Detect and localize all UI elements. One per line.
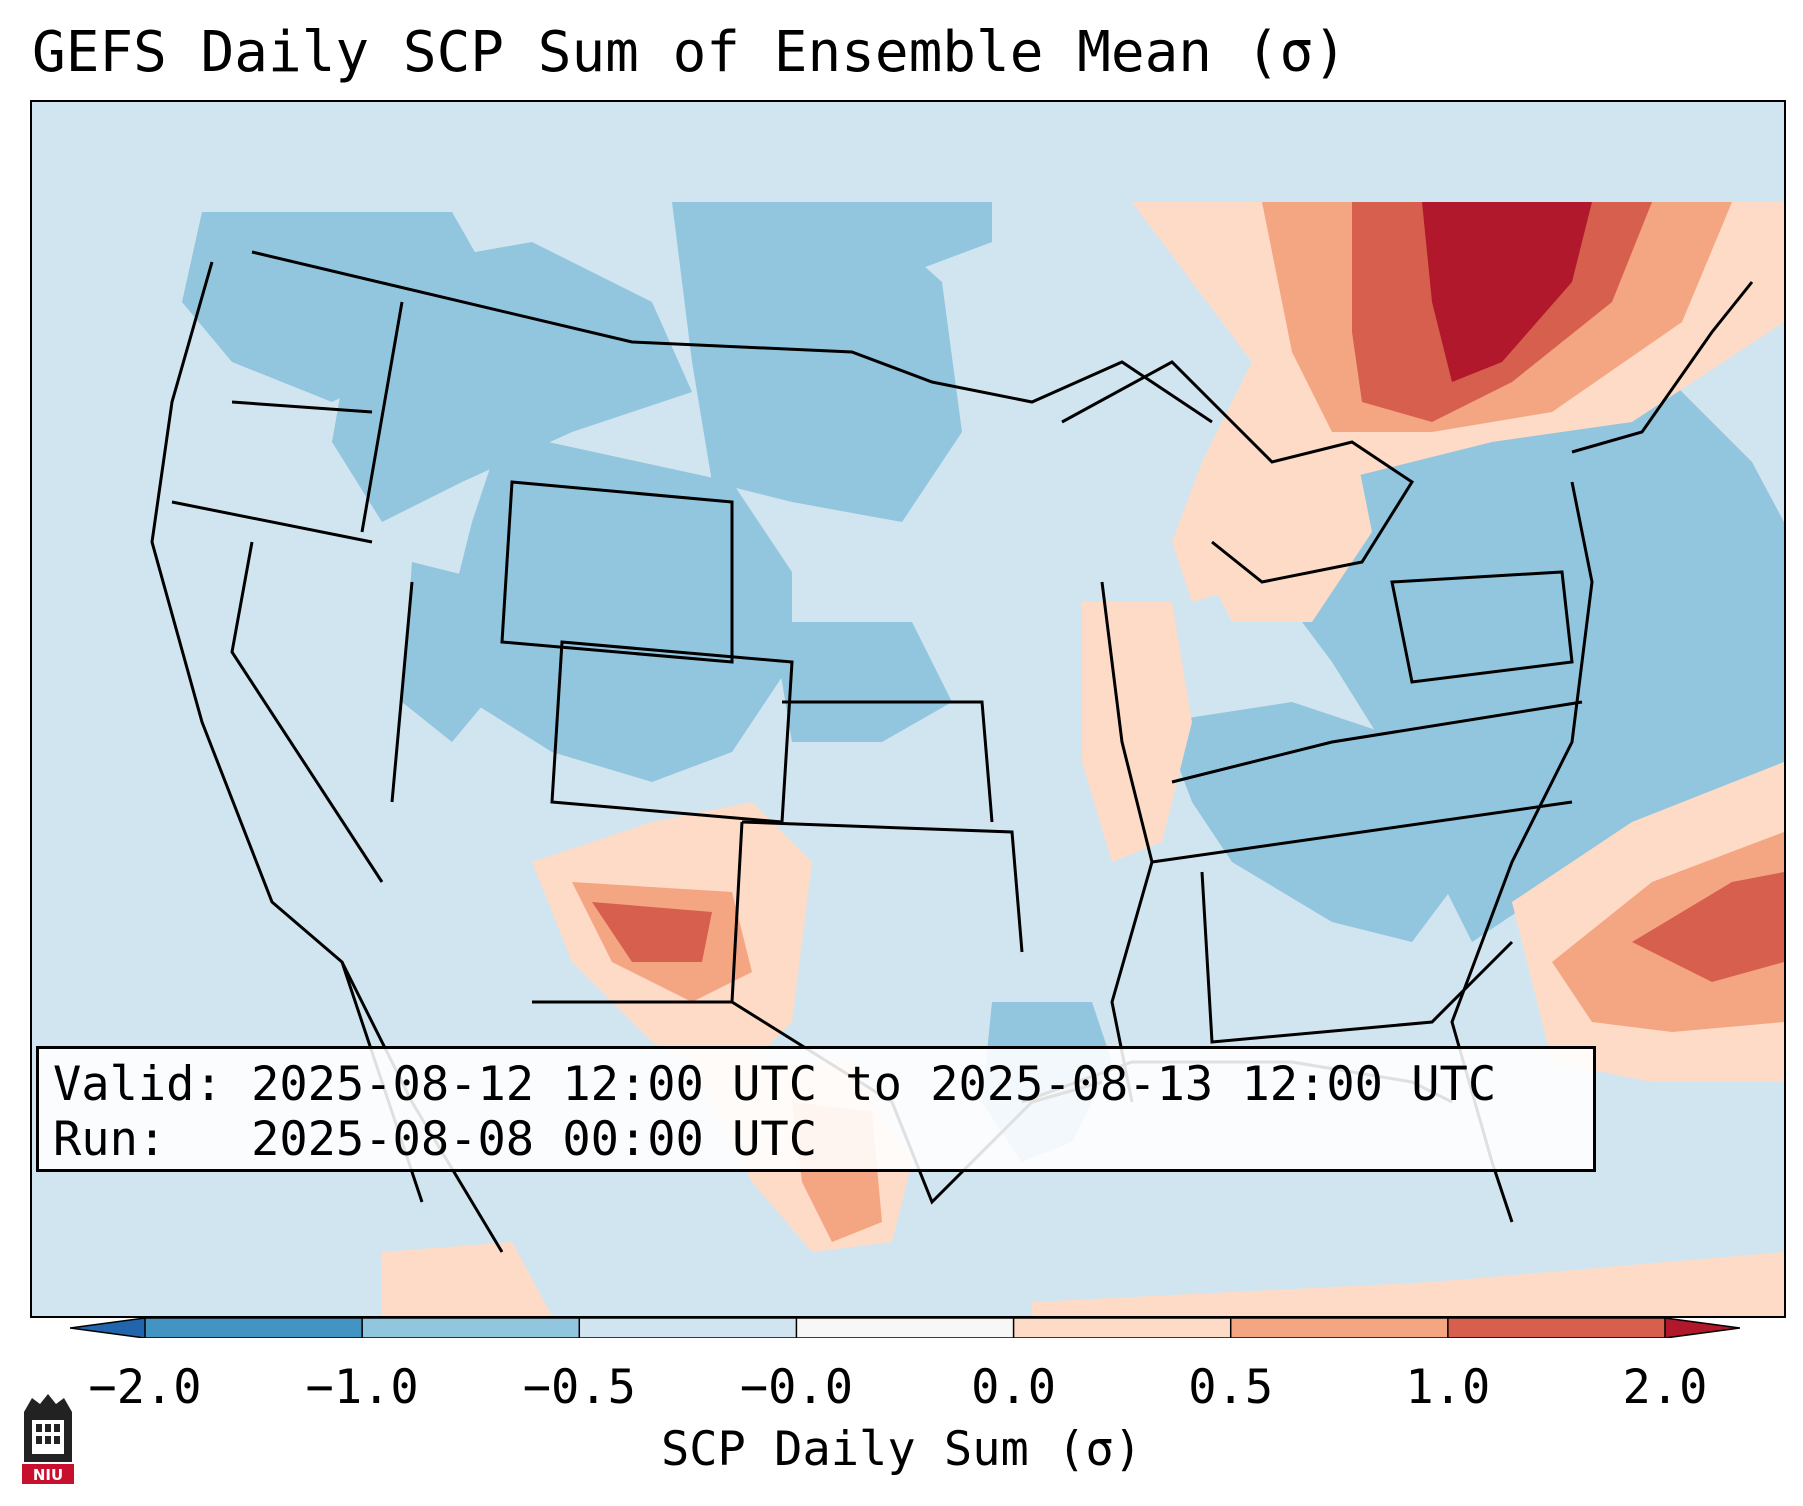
washington-oregon-line <box>231 400 373 414</box>
colorbar-bin <box>145 1318 363 1338</box>
neg-region-utah <box>402 562 502 742</box>
colorbar-tick-label: 2.0 <box>1622 1360 1708 1415</box>
california-nevada-line <box>230 541 384 883</box>
positive-anomaly-regions <box>382 202 1784 1316</box>
niu-logo: NIU <box>22 1394 74 1484</box>
pos-region-canada-max <box>1422 202 1592 382</box>
validity-infobox: Valid: 2025-08-12 12:00 UTC to 2025-08-1… <box>36 1046 1596 1172</box>
valid-range: 2025-08-12 12:00 UTC to 2025-08-13 12:00… <box>251 1057 1497 1112</box>
pos-region-mexico-south <box>382 1242 552 1316</box>
colorbar-tick-label: 0.0 <box>971 1360 1057 1415</box>
idaho-montana-line <box>360 301 404 533</box>
colorbar-tick-label: −0.0 <box>739 1360 854 1415</box>
pos-region-michigan <box>1192 432 1372 622</box>
neg-region-nc-appalachia <box>1162 702 1472 942</box>
colorbar-tick-label: −1.0 <box>305 1360 419 1415</box>
new-england <box>1571 281 1754 454</box>
colorbar-bin <box>362 1318 580 1338</box>
chart-title: GEFS Daily SCP Sum of Ensemble Mean (σ) <box>32 20 1347 85</box>
colorbar-bin <box>796 1318 1015 1338</box>
tn-line <box>1151 800 1573 864</box>
ohio-valley <box>1171 700 1583 784</box>
colorbar-tick-label: 0.5 <box>1188 1360 1274 1415</box>
neg-region-bc <box>852 202 992 272</box>
oregon-california-line <box>171 500 373 544</box>
negative-anomaly-regions <box>182 202 1784 1162</box>
colorbar-bin <box>1447 1318 1666 1338</box>
colorbar-bin <box>1013 1318 1232 1338</box>
colorbar <box>70 1318 1740 1338</box>
map-canvas <box>150 202 1784 1316</box>
colorbar-label: SCP Daily Sum (σ) <box>660 1422 1143 1477</box>
neg-region-northeast <box>1272 362 1784 942</box>
run-label: Run: <box>53 1112 167 1167</box>
pos-region-illinois <box>1082 602 1192 862</box>
oklahoma-line <box>741 820 1024 953</box>
southeast-lines <box>1200 871 1514 1044</box>
neg-region-dakotas <box>672 202 962 522</box>
run-time: 2025-08-08 00:00 UTC <box>251 1112 818 1167</box>
colorbar-tick-label: −2.0 <box>88 1360 202 1415</box>
neg-region-idaho-montana <box>332 242 692 522</box>
colorbar-tick-label: 1.0 <box>1405 1360 1491 1415</box>
colorbar-under-extension <box>70 1318 145 1338</box>
kansas-line <box>782 700 994 823</box>
valid-label: Valid: <box>53 1057 223 1112</box>
neg-region-kansas <box>772 622 952 742</box>
pos-region-atlantic-max <box>1632 872 1784 982</box>
pennsylvania-line <box>1390 570 1574 684</box>
nevada-utah-line <box>390 581 414 803</box>
neg-region-wyoming-colorado <box>452 432 792 782</box>
wyoming-box <box>500 480 734 664</box>
colorbar-bin <box>1230 1318 1449 1338</box>
pos-region-caribbean <box>1032 1252 1784 1316</box>
colorbar-over-extension <box>1665 1318 1740 1338</box>
pos-region-nm-max <box>592 902 712 962</box>
colorbar-tick-label: −0.5 <box>522 1360 636 1415</box>
logo-text: NIU <box>33 1466 63 1484</box>
us-canada-border <box>251 250 1213 424</box>
colorbar-bin <box>579 1318 797 1338</box>
great-lakes <box>1061 360 1415 584</box>
